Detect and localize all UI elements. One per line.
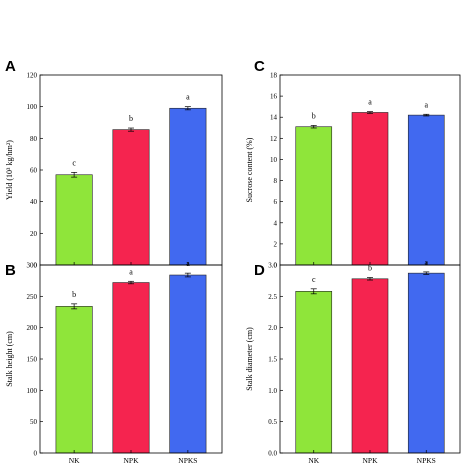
bar — [169, 107, 207, 266]
panel-letter: A — [5, 58, 16, 75]
panel-b: Bb a a 0 50 100 150 200 250 300 NK NPK NPKS Stalk hei… — [5, 259, 223, 465]
bar — [55, 306, 93, 454]
panel-d: Dc b a 0.0 0.5 1.0 1.5 2.0 2.5 3.0 NK NPK NPKS Stalk … — [245, 258, 461, 465]
significance-label: a — [186, 93, 190, 102]
y-tick-label: 300 — [27, 262, 38, 270]
y-tick-label: 0 — [274, 262, 278, 270]
bar — [295, 291, 333, 454]
y-tick-label: 40 — [30, 198, 38, 206]
y-tick-label: 0.0 — [268, 450, 277, 458]
x-tick-label: NPK — [362, 456, 378, 465]
bar — [169, 274, 207, 454]
y-tick-label: 10 — [270, 156, 278, 164]
y-axis-title: Yield (10³ kg/hm²) — [5, 140, 14, 200]
y-tick-label: 12 — [270, 135, 278, 143]
bar — [351, 112, 389, 266]
significance-label: b — [368, 264, 372, 273]
y-tick-label: 8 — [274, 177, 278, 185]
significance-label: a — [186, 259, 190, 268]
y-tick-label: 0.5 — [268, 418, 277, 426]
y-tick-label: 150 — [27, 356, 38, 364]
significance-label: a — [368, 98, 372, 107]
bar — [351, 278, 389, 454]
bar — [407, 114, 445, 266]
x-tick-label: NPKS — [178, 456, 197, 465]
y-tick-label: 16 — [270, 93, 278, 101]
y-tick-label: 18 — [270, 72, 278, 80]
y-tick-label: 2 — [274, 240, 278, 248]
bar — [55, 174, 93, 266]
significance-label: b — [312, 111, 316, 120]
significance-label: b — [129, 114, 133, 123]
y-tick-label: 120 — [27, 72, 38, 80]
y-tick-label: 100 — [27, 387, 38, 395]
panel-a: Ac b a 0 20 40 60 80 100 120 Yield (10³ kg/hm²) — [5, 58, 223, 270]
y-tick-label: 80 — [30, 135, 38, 143]
bar — [295, 126, 333, 266]
bar — [407, 272, 445, 454]
panel-letter: B — [5, 262, 16, 279]
y-tick-label: 4 — [274, 219, 278, 227]
x-tick-label: NK — [308, 456, 319, 465]
y-axis-title: Stalk height (cm) — [5, 331, 14, 387]
significance-label: a — [424, 258, 428, 267]
y-tick-label: 1.5 — [268, 356, 277, 364]
y-tick-label: 50 — [30, 418, 38, 426]
x-tick-label: NPKS — [417, 456, 436, 465]
y-axis-title: Stalk diameter (cm) — [245, 327, 254, 391]
x-tick-label: NPK — [123, 456, 139, 465]
bar — [112, 129, 150, 266]
significance-label: a — [424, 100, 428, 109]
panel-letter: D — [254, 262, 265, 279]
y-tick-label: 3.0 — [268, 262, 277, 270]
x-tick-label: NK — [69, 456, 80, 465]
significance-label: c — [72, 158, 76, 167]
y-tick-label: 1.0 — [268, 387, 277, 395]
y-tick-label: 0 — [34, 450, 38, 458]
y-tick-label: 6 — [274, 198, 278, 206]
panel-letter: C — [254, 58, 265, 75]
significance-label: a — [129, 267, 133, 276]
y-axis-title: Sucrose content (%) — [245, 137, 254, 202]
y-tick-label: 100 — [27, 103, 38, 111]
y-tick-label: 200 — [27, 324, 38, 332]
significance-label: b — [72, 290, 76, 299]
y-tick-label: 0 — [34, 262, 38, 270]
y-tick-label: 2.5 — [268, 293, 277, 301]
y-tick-label: 60 — [30, 167, 38, 175]
y-tick-label: 20 — [30, 230, 38, 238]
bar — [112, 282, 150, 454]
panel-c: Cb a a 0 2 4 6 8 10 12 14 16 18 Sucrose content (%) — [245, 58, 461, 270]
significance-label: c — [312, 275, 316, 284]
y-tick-label: 250 — [27, 293, 38, 301]
y-tick-label: 14 — [270, 114, 278, 122]
y-tick-label: 2.0 — [268, 324, 277, 332]
